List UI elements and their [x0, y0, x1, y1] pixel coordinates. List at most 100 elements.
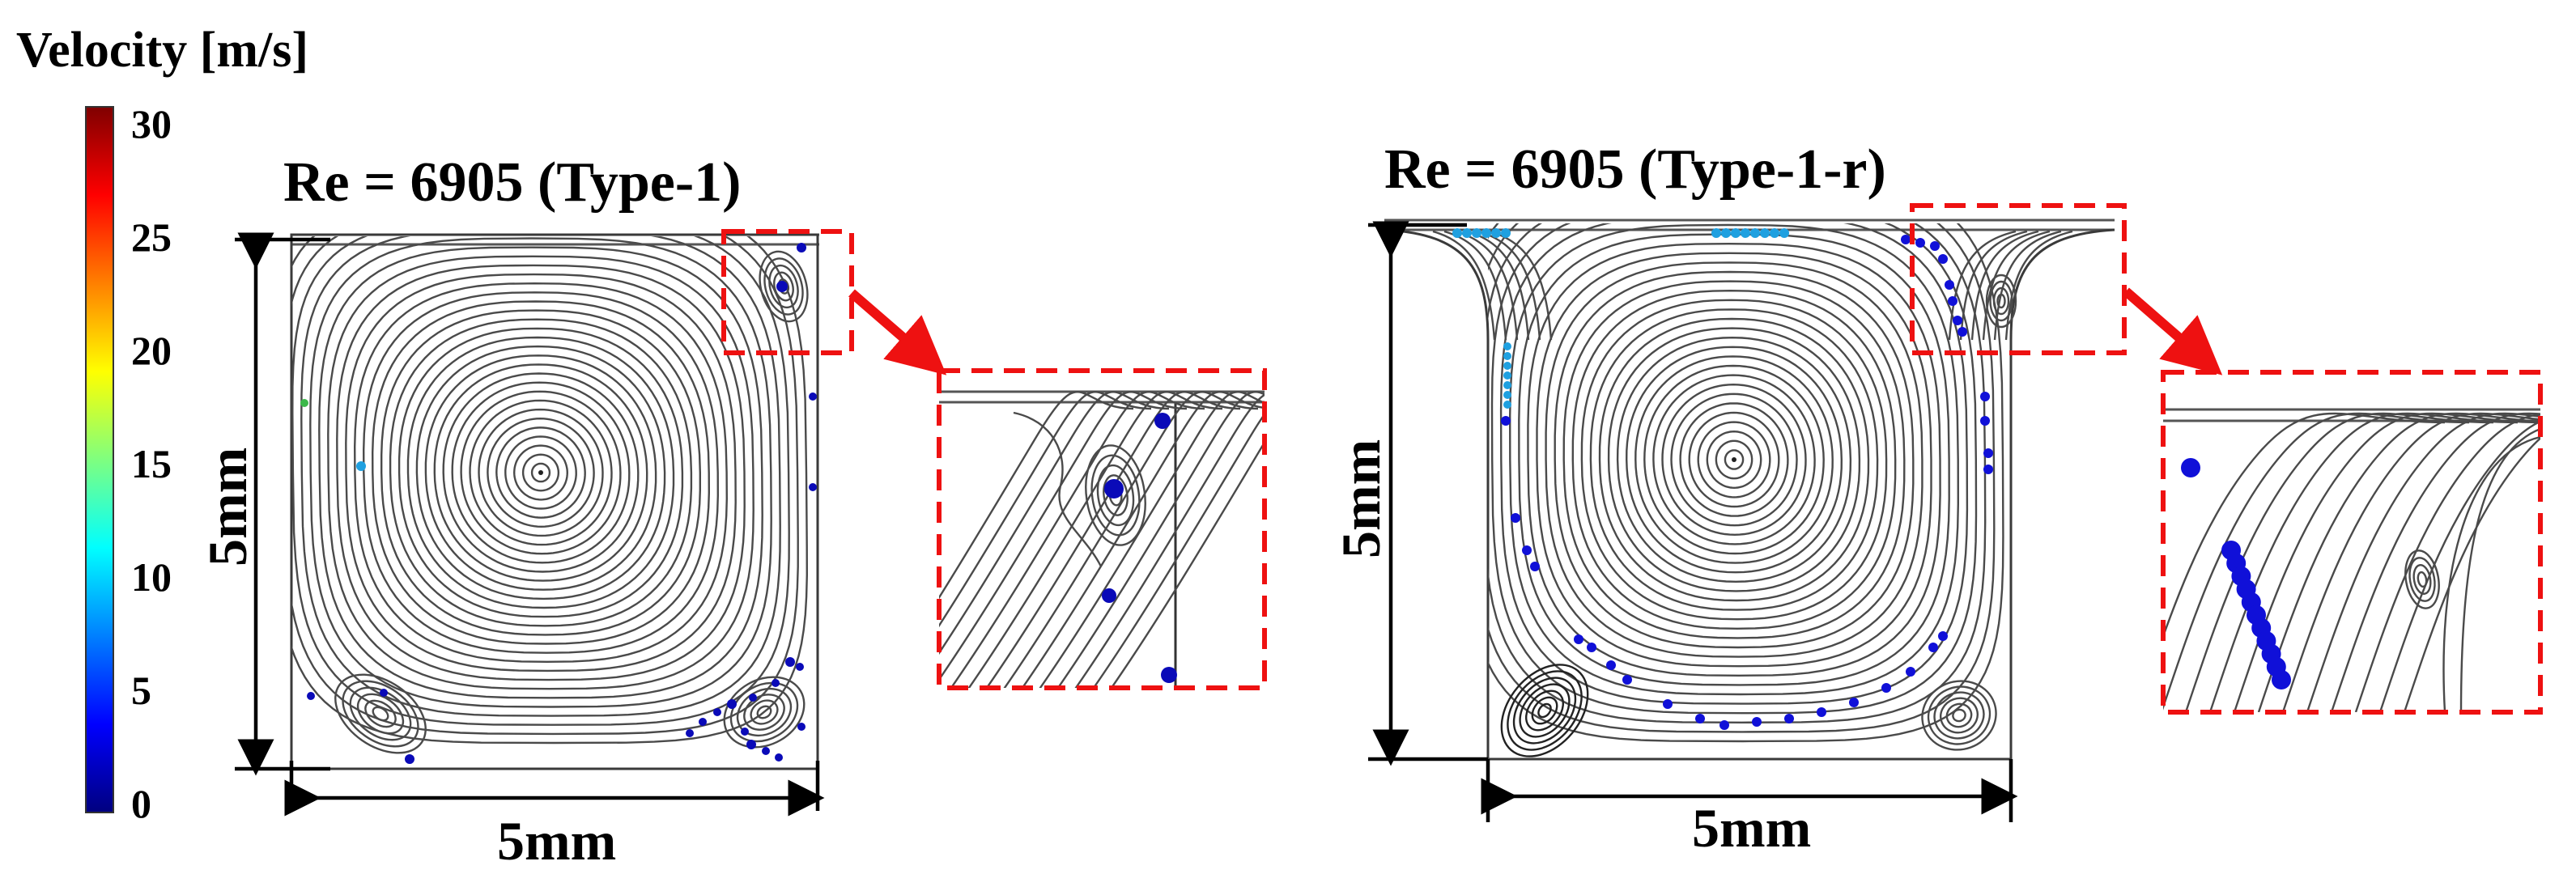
particle	[1663, 699, 1673, 709]
streamline	[1466, 230, 1530, 341]
particle	[1731, 228, 1741, 238]
particle	[772, 679, 780, 687]
zoom-region-box	[1910, 203, 2127, 355]
particle	[2272, 670, 2291, 689]
particle	[1948, 296, 1958, 306]
particle	[1770, 228, 1779, 238]
particle	[1511, 513, 1520, 523]
primary-vortex	[1488, 223, 2004, 743]
particle	[1503, 401, 1511, 409]
streamline	[318, 246, 763, 699]
eddy-streamline	[1996, 293, 2006, 309]
cavity-outline	[290, 233, 819, 770]
corner-vortices	[1500, 664, 1997, 757]
zoom-arrow	[2123, 287, 2223, 375]
eddy-streamline	[1512, 677, 1577, 745]
particle	[1503, 391, 1511, 399]
eddy-streamline	[759, 250, 809, 323]
streamline	[327, 255, 755, 690]
vortex-center	[538, 470, 543, 475]
streamline	[939, 391, 1188, 681]
streamline	[1715, 439, 1753, 480]
streamline	[1488, 223, 1996, 733]
streamline	[1499, 223, 1969, 705]
streamline	[1508, 223, 1960, 696]
particle	[1928, 643, 1938, 652]
particle	[1695, 714, 1705, 723]
particle	[1104, 479, 1124, 499]
streamline	[1643, 364, 1825, 555]
inset-particles	[1102, 413, 1177, 683]
particle	[1501, 228, 1511, 238]
streamline	[1110, 440, 1265, 688]
inset-particles	[2181, 458, 2291, 689]
particle	[1980, 416, 1990, 426]
streamline	[512, 444, 569, 501]
colorbar-tick-label: 5	[131, 668, 151, 713]
streamline	[2442, 435, 2540, 712]
particle	[1503, 371, 1511, 380]
eddy-streamline	[1933, 691, 1985, 740]
eddy-streamline	[1927, 685, 1992, 745]
particle	[686, 729, 694, 737]
particle	[746, 740, 756, 749]
particle	[300, 399, 308, 407]
streamlines	[291, 236, 809, 754]
streamline	[1074, 393, 1265, 688]
streamline	[1554, 270, 1915, 649]
eddy-streamline	[2412, 563, 2432, 596]
particle	[1503, 381, 1511, 389]
streamline	[406, 336, 675, 609]
vortex-center	[1732, 457, 1736, 462]
eddy-streamline	[763, 257, 804, 316]
particle	[1953, 316, 1962, 325]
particle	[1849, 698, 1859, 707]
streamline	[2208, 412, 2519, 712]
streamline	[530, 462, 551, 483]
particle	[1958, 327, 1967, 337]
streamline	[2184, 412, 2494, 712]
particle	[1574, 634, 1583, 644]
streamline	[1970, 230, 2039, 341]
streamline	[504, 435, 577, 510]
particle	[1606, 660, 1616, 670]
particles	[300, 243, 817, 764]
streamline	[1580, 299, 1888, 621]
width-label: 5mm	[497, 810, 616, 872]
particle	[1102, 588, 1116, 603]
streamline	[1589, 308, 1879, 611]
particle	[1719, 720, 1729, 730]
streamline	[309, 237, 772, 708]
eddy-streamline	[1103, 474, 1129, 516]
streamline	[1625, 346, 1843, 574]
particle	[1752, 717, 1762, 727]
streamline	[1652, 374, 1816, 545]
streamline	[2330, 412, 2540, 712]
particle	[797, 723, 806, 731]
streamline	[939, 391, 1170, 656]
streamline	[371, 300, 711, 645]
zoom-arrow	[848, 289, 947, 375]
eddy-streamline	[1096, 464, 1135, 527]
streamline	[1670, 392, 1798, 527]
colorbar-ticks: 30 25 20 15 10 5 0	[131, 101, 172, 826]
streamline	[985, 391, 1241, 688]
colorbar-tick-label: 10	[131, 554, 172, 600]
streamline	[433, 363, 648, 582]
streamline	[1634, 355, 1834, 564]
streamline	[1545, 261, 1923, 658]
colorbar-tick-label: 30	[131, 101, 172, 146]
streamline	[1013, 411, 1103, 567]
streamline	[1571, 289, 1897, 630]
particle	[1784, 714, 1794, 723]
streamline	[2163, 412, 2446, 639]
eddy-streamline	[1940, 697, 1979, 734]
eddy-streamline	[334, 673, 427, 754]
streamline	[1688, 411, 1780, 508]
particle	[1980, 392, 1990, 401]
streamline	[291, 236, 790, 726]
streamline	[291, 236, 799, 736]
zoom-inset-frame	[2161, 370, 2543, 715]
streamline	[1477, 230, 1541, 341]
